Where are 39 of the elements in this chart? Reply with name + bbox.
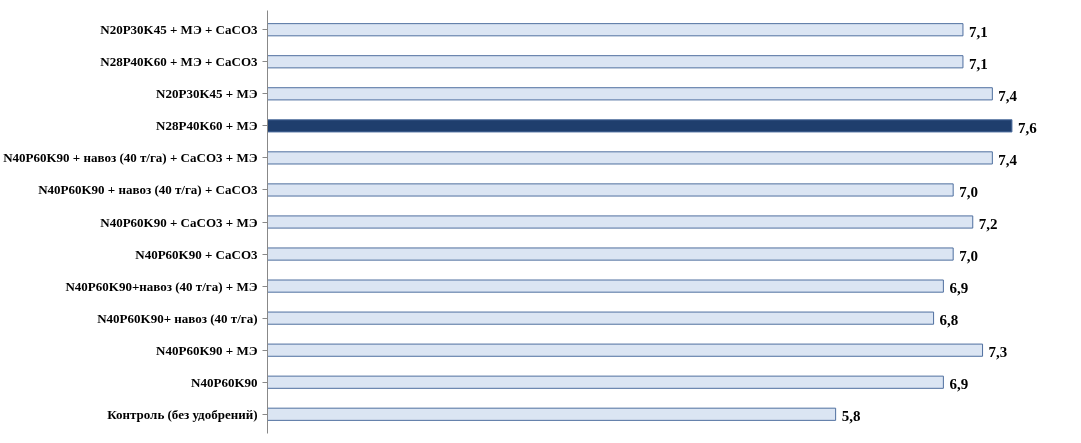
bar [267, 23, 964, 37]
data-label: 7,4 [998, 87, 1018, 104]
y-tick-label: Контроль (без удобрений) [107, 406, 258, 422]
y-tick-label: N40P60K90+ навоз (40 т/га) [97, 310, 258, 326]
bar [267, 375, 944, 389]
data-label: 6,9 [949, 376, 969, 393]
data-label: 7,4 [998, 151, 1018, 168]
data-label: 7,1 [968, 23, 988, 40]
y-tick-label: N20P30K45 + МЭ + CaCO3 [100, 22, 258, 38]
data-label: 7,6 [1017, 119, 1038, 136]
bar [267, 183, 954, 197]
bar [267, 55, 964, 69]
data-label: 7,0 [959, 183, 978, 200]
y-tick-label: N40P60K90 + CaCO3 [135, 246, 258, 262]
bar [267, 119, 1013, 133]
y-tick-label: N28P40K60 + МЭ + CaCO3 [100, 54, 258, 70]
bar [267, 247, 954, 261]
y-tick-label: N40P60K90 [191, 374, 258, 390]
bar [267, 151, 993, 165]
y-tick-label: N40P60K90 + навоз (40 т/га) + CaCO3 [38, 182, 258, 198]
bar [267, 343, 984, 357]
y-tick-label: N40P60K90 + МЭ [156, 342, 258, 358]
y-tick-label: N20P30K45 + МЭ [156, 86, 258, 102]
y-tick-label: N40P60K90 + навоз (40 т/га) + CaCO3 + МЭ [3, 150, 258, 166]
data-label: 7,3 [988, 344, 1008, 361]
y-tick-label: N28P40K60 + МЭ [156, 118, 258, 134]
data-label: 7,2 [978, 216, 998, 232]
bar [267, 215, 974, 229]
bar [267, 87, 993, 101]
data-label: 6,8 [939, 312, 959, 329]
data-label: 5,8 [841, 408, 861, 425]
y-tick-label: N40P60K90+навоз (40 т/га) + МЭ [65, 278, 258, 294]
y-tick-label: N40P60K90 + CaCO3 + МЭ [100, 214, 258, 230]
bar [267, 311, 935, 325]
bar [267, 279, 944, 293]
bar [267, 407, 837, 421]
data-label: 6,9 [949, 280, 969, 297]
data-label: 7,0 [959, 248, 978, 265]
data-label: 7,1 [968, 55, 988, 72]
